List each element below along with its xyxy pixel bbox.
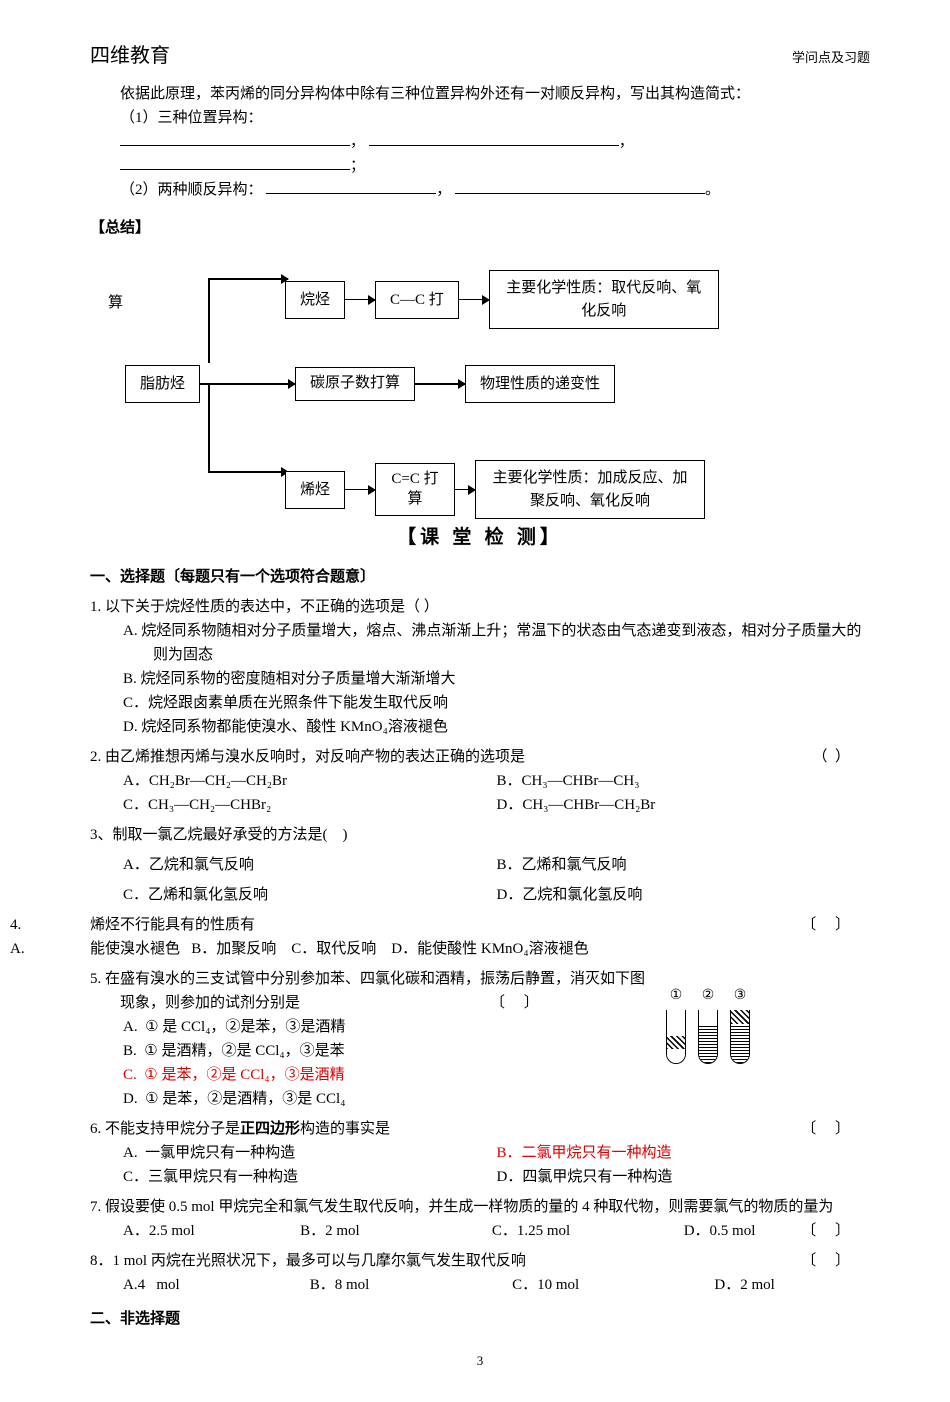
fc-r2-b2: 碳原子数打算 [295, 367, 415, 401]
question-5: 5. 在盛有溴水的三支试管中分别参加苯、四氯化碳和酒精，振荡后静置，消灭如下图现… [90, 967, 870, 1111]
intro-principle: 依据此原理，苯丙烯的同分异构体中除有三种位置异构外还有一对顺反异构，写出其构造简… [90, 82, 870, 106]
fc-r1-b1: 烷烃 [285, 281, 345, 319]
question-1: 1. 以下关于烷烃性质的表达中，不正确的选项是（ ） A. 烷烃同系物随相对分子… [90, 595, 870, 739]
fc-r3-b3: 主要化学性质：加成反应、加聚反响、氧化反响 [475, 460, 705, 519]
part1-title: 一、选择题〔每题只有一个选项符合题意〕 [90, 565, 870, 589]
header-subtitle: 学问点及习题 [792, 48, 870, 69]
fc-r2-b1: 脂肪烃 [125, 365, 200, 403]
fc-r3-b2: C=C 打算 [375, 463, 455, 516]
summary-label: 【总结】 [90, 219, 150, 236]
flowchart: 算 烷烃 C—C 打 主要化学性质：取代反响、氧化反响 脂肪烃 碳原子数打算 物… [90, 258, 870, 508]
fc-r1-b2: C—C 打 [375, 281, 459, 319]
fc-r1-b3: 主要化学性质：取代反响、氧化反响 [489, 270, 719, 329]
test-tubes-figure: ① ② ③ [666, 985, 750, 1063]
brand-title: 四维教育 [90, 40, 170, 72]
intro-item2: （2）两种顺反异构： ， 。 [120, 178, 870, 202]
intro-item1: （1）三种位置异构： [90, 106, 870, 130]
lesson-check-title: 【课 堂 检 测】 [90, 523, 870, 553]
blank-group-1: ， ， ； [120, 130, 870, 178]
part2-title: 二、非选择题 [90, 1307, 870, 1331]
question-3: 3、制取一氯乙烷最好承受的方法是( ) A．乙烷和氯气反响B．乙烯和氯气反响 C… [90, 823, 870, 907]
page-number: 3 [90, 1351, 870, 1372]
fc-r3-b1: 烯烃 [285, 471, 345, 509]
fc-r2-b3: 物理性质的递变性 [465, 365, 615, 403]
question-6: 6. 不能支持甲烷分子是正四边形构造的事实是 〔 〕 A. 一氯甲烷只有一种构造… [90, 1117, 870, 1189]
question-7: 7. 假设要使 0.5 mol 甲烷完全和氯气发生取代反响，并生成一样物质的量的… [90, 1195, 870, 1243]
question-2: 2. 由乙烯推想丙烯与溴水反响时，对反响产物的表达正确的选项是（ ） A．CH₂… [90, 745, 870, 817]
question-4: 4. 烯烃不行能具有的性质有〔 〕 A. 能使溴水褪色 B．加聚反响 C．取代反… [10, 913, 870, 961]
question-8: 8．1 mol 丙烷在光照状况下，最多可以与几摩尔氯气发生取代反响〔 〕 A.4… [90, 1249, 870, 1297]
suan-text: 算 [108, 291, 123, 315]
